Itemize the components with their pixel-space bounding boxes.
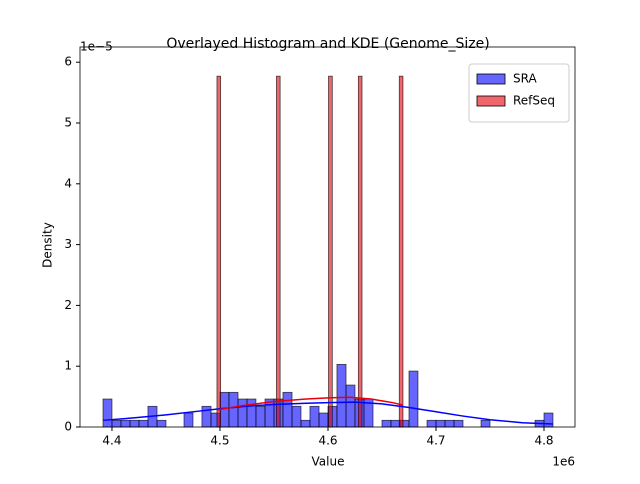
histogram-bar <box>444 419 455 428</box>
histogram-bar <box>318 412 329 428</box>
y-tick-label: 2 <box>64 298 72 312</box>
kde-line <box>216 396 404 411</box>
y-offset-label: 1e−5 <box>80 40 113 54</box>
histogram-bar <box>264 398 275 428</box>
legend-swatch <box>476 95 506 107</box>
histogram-bar <box>426 419 437 428</box>
y-axis-label: Density <box>41 222 55 268</box>
x-tick-label: 4.6 <box>318 434 337 448</box>
histogram-bar <box>276 75 281 428</box>
histogram-bar <box>345 384 356 428</box>
y-tick-label: 3 <box>64 237 72 251</box>
x-tick-label: 4.7 <box>426 434 445 448</box>
histogram-bar <box>398 75 404 428</box>
x-axis-label: Value <box>312 455 345 469</box>
y-tick-label: 5 <box>64 116 72 130</box>
histogram-bar <box>246 398 257 428</box>
histogram-bar <box>111 419 122 428</box>
histogram-bar <box>309 405 320 428</box>
histogram-bar <box>453 419 464 428</box>
y-tick-label: 6 <box>64 55 72 69</box>
histogram-bar <box>328 75 333 428</box>
legend-swatch <box>476 73 506 85</box>
legend-label: SRA <box>513 72 537 86</box>
histogram-bar <box>237 398 248 428</box>
histogram-bar <box>282 391 293 428</box>
y-tick-label: 4 <box>64 176 72 190</box>
y-tick-label: 0 <box>64 420 72 434</box>
histogram-bar <box>120 419 131 428</box>
histogram-bar <box>129 419 140 428</box>
histogram-bar <box>543 412 554 428</box>
histogram-bar <box>336 363 347 428</box>
axes-frame <box>79 46 576 428</box>
chart-title: Overlayed Histogram and KDE (Genome_Size… <box>166 36 489 52</box>
x-tick-label: 4.5 <box>210 434 229 448</box>
histogram-bar <box>291 405 302 428</box>
y-tick-label: 1 <box>64 359 72 373</box>
kde-line <box>102 401 553 425</box>
histogram-bar <box>480 419 491 428</box>
histogram-bar <box>435 419 446 428</box>
x-tick-label: 4.8 <box>534 434 553 448</box>
histogram-bar <box>138 419 149 428</box>
histogram-bar <box>183 412 194 428</box>
histogram-bar <box>357 75 363 428</box>
histogram-bar <box>228 391 239 428</box>
histogram-bar <box>300 419 311 428</box>
histogram-bar <box>156 419 167 428</box>
histogram-bar <box>390 419 401 428</box>
histogram-bar <box>381 419 392 428</box>
x-offset-label: 1e6 <box>552 455 575 469</box>
histogram-bar <box>408 370 419 428</box>
histogram-bar <box>255 405 266 428</box>
legend-label: RefSeq <box>513 94 555 108</box>
x-tick-label: 4.4 <box>102 434 121 448</box>
histogram-bar <box>216 75 222 428</box>
histogram-bar <box>102 398 113 428</box>
